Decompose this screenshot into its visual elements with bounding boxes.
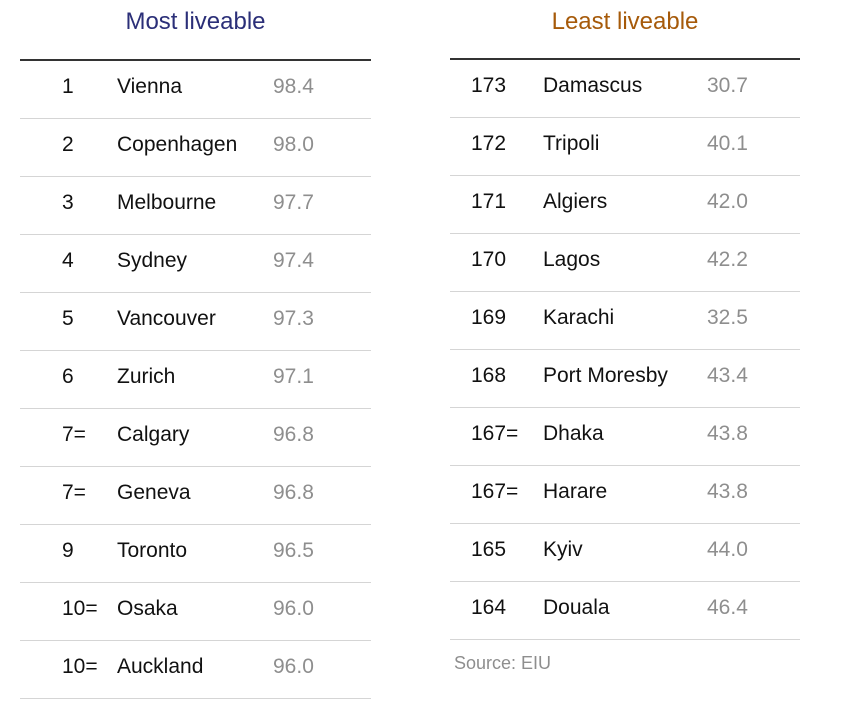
- rank-cell: 168: [471, 364, 507, 387]
- city-cell: Kyiv: [543, 538, 583, 561]
- rank-cell: 173: [471, 74, 507, 97]
- table-row: 164 Douala 46.4: [450, 582, 800, 640]
- rank-cell: 170: [471, 248, 507, 271]
- score-cell: 96.0: [273, 597, 314, 620]
- table-row: 165 Kyiv 44.0: [450, 524, 800, 582]
- table-row: 9 Toronto 96.5: [20, 525, 371, 583]
- rank-cell: 167=: [471, 422, 519, 445]
- city-cell: Algiers: [543, 190, 608, 213]
- table-row: 171 Algiers 42.0: [450, 176, 800, 234]
- table-row: 10= Osaka 96.0: [20, 583, 371, 641]
- table-top-rule: [20, 59, 371, 61]
- score-cell: 32.5: [707, 306, 748, 329]
- city-cell: Douala: [543, 596, 610, 619]
- city-cell: Copenhagen: [117, 133, 238, 156]
- score-cell: 96.8: [273, 481, 314, 504]
- city-cell: Karachi: [543, 306, 615, 329]
- table-row: 10= Auckland 96.0: [20, 641, 371, 699]
- score-cell: 96.0: [273, 655, 314, 678]
- score-cell: 44.0: [707, 538, 748, 561]
- score-cell: 42.0: [707, 190, 748, 213]
- table-row: 7= Geneva 96.8: [20, 467, 371, 525]
- rank-cell: 3: [62, 191, 74, 214]
- city-cell: Dhaka: [543, 422, 604, 445]
- score-cell: 46.4: [707, 596, 748, 619]
- least-liveable-rows: 173 Damascus 30.7 172 Tripoli 40.1 171 Algiers 4…: [450, 60, 800, 640]
- rank-cell: 4: [62, 249, 74, 272]
- rank-cell: 172: [471, 132, 507, 155]
- source-note: Source: EIU: [454, 653, 552, 673]
- most-liveable-table: Most liveable 1 Vienna 98.4 2 Copenhagen 98.0…: [20, 0, 371, 699]
- city-cell: Harare: [543, 480, 608, 503]
- rank-cell: 7=: [62, 481, 86, 504]
- table-row: 1 Vienna 98.4: [20, 61, 371, 119]
- table-row: 4 Sydney 97.4: [20, 235, 371, 293]
- rank-cell: 169: [471, 306, 507, 329]
- score-cell: 98.0: [273, 133, 314, 156]
- score-cell: 43.8: [707, 480, 748, 503]
- score-cell: 40.1: [707, 132, 748, 155]
- rank-cell: 10=: [62, 655, 98, 678]
- score-cell: 97.3: [273, 307, 314, 330]
- rank-cell: 6: [62, 365, 74, 388]
- score-cell: 98.4: [273, 75, 314, 98]
- rank-cell: 167=: [471, 480, 519, 503]
- table-row: 170 Lagos 42.2: [450, 234, 800, 292]
- table-row: 172 Tripoli 40.1: [450, 118, 800, 176]
- table-row: 2 Copenhagen 98.0: [20, 119, 371, 177]
- rank-cell: 7=: [62, 423, 86, 446]
- table-row: 6 Zurich 97.1: [20, 351, 371, 409]
- rank-cell: 2: [62, 133, 74, 156]
- table-row: 7= Calgary 96.8: [20, 409, 371, 467]
- score-cell: 97.4: [273, 249, 314, 272]
- most-liveable-rows: 1 Vienna 98.4 2 Copenhagen 98.0 3 Melbourne 97.7…: [20, 61, 371, 699]
- city-cell: Zurich: [117, 365, 176, 388]
- table-row: 167= Harare 43.8: [450, 466, 800, 524]
- city-cell: Lagos: [543, 248, 601, 271]
- table-row: 5 Vancouver 97.3: [20, 293, 371, 351]
- city-cell: Port Moresby: [543, 364, 668, 387]
- rank-cell: 165: [471, 538, 507, 561]
- city-cell: Geneva: [117, 481, 191, 504]
- score-cell: 97.7: [273, 191, 314, 214]
- score-cell: 42.2: [707, 248, 748, 271]
- table-row: 3 Melbourne 97.7: [20, 177, 371, 235]
- city-cell: Tripoli: [543, 132, 600, 155]
- city-cell: Vienna: [117, 75, 183, 98]
- table-row: 169 Karachi 32.5: [450, 292, 800, 350]
- city-cell: Sydney: [117, 249, 188, 272]
- city-cell: Osaka: [117, 597, 178, 620]
- least-liveable-table: Least liveable 173 Damascus 30.7 172 Tripoli…: [450, 0, 800, 640]
- city-cell: Toronto: [117, 539, 188, 562]
- score-cell: 96.5: [273, 539, 314, 562]
- score-cell: 96.8: [273, 423, 314, 446]
- city-cell: Vancouver: [117, 307, 216, 330]
- city-cell: Auckland: [117, 655, 204, 678]
- least-liveable-title: Least liveable: [551, 8, 699, 35]
- score-cell: 43.8: [707, 422, 748, 445]
- rank-cell: 5: [62, 307, 74, 330]
- table-top-rule: [450, 58, 800, 60]
- table-row: 168 Port Moresby 43.4: [450, 350, 800, 408]
- score-cell: 97.1: [273, 365, 314, 388]
- city-cell: Melbourne: [117, 191, 217, 214]
- rank-cell: 10=: [62, 597, 98, 620]
- rank-cell: 1: [62, 75, 74, 98]
- table-row: 173 Damascus 30.7: [450, 60, 800, 118]
- table-row: 167= Dhaka 43.8: [450, 408, 800, 466]
- city-cell: Damascus: [543, 74, 643, 97]
- most-liveable-title: Most liveable: [125, 8, 266, 35]
- rank-cell: 9: [62, 539, 74, 562]
- city-cell: Calgary: [117, 423, 190, 446]
- score-cell: 30.7: [707, 74, 748, 97]
- score-cell: 43.4: [707, 364, 748, 387]
- rank-cell: 164: [471, 596, 507, 619]
- rank-cell: 171: [471, 190, 507, 213]
